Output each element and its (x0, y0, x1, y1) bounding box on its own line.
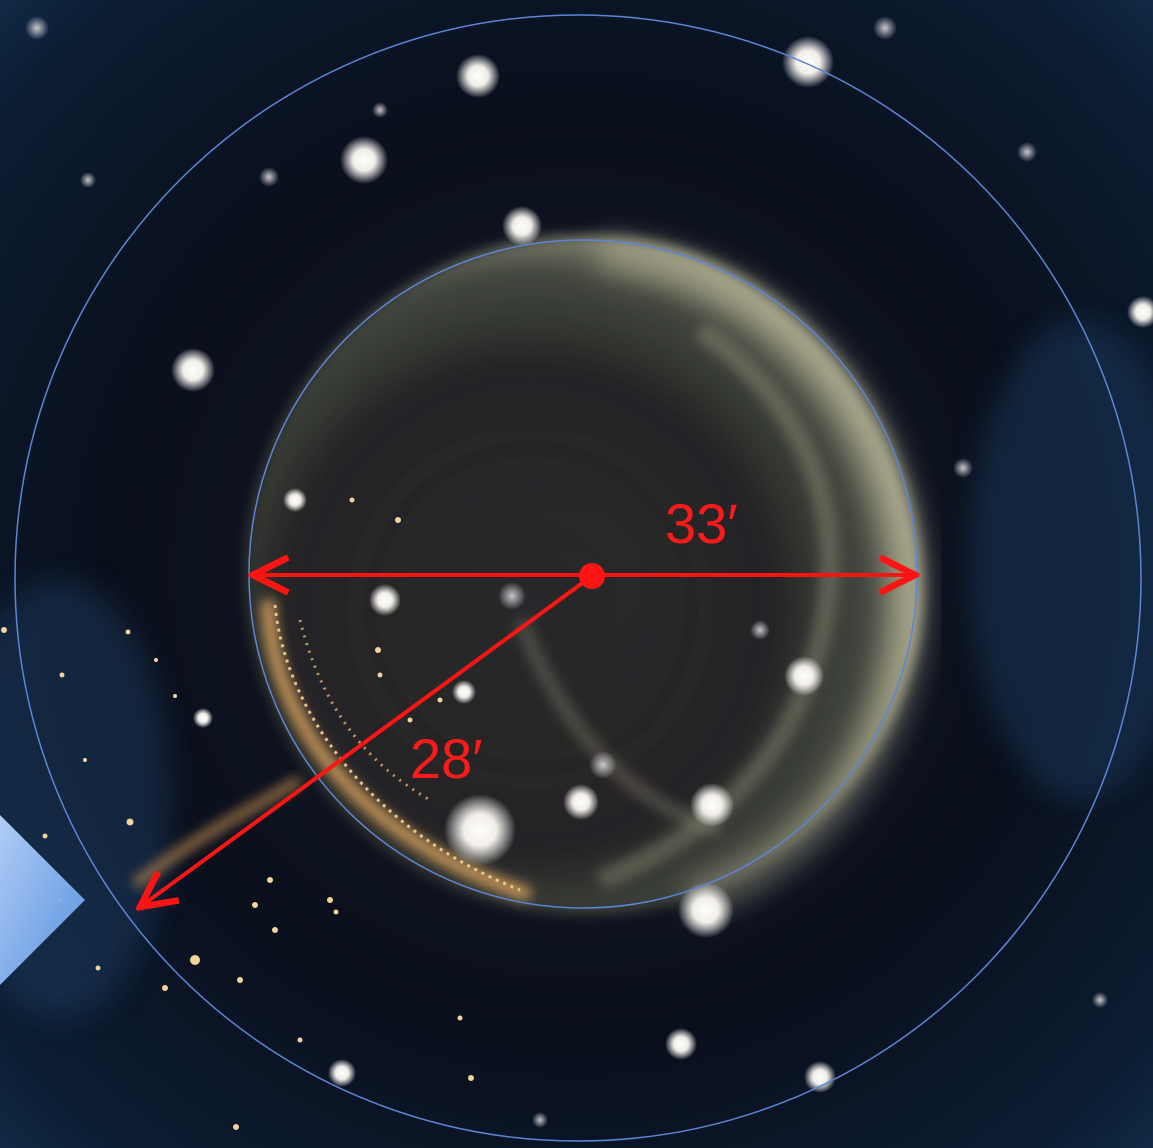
blue-glow-right (970, 320, 1153, 800)
diameter-label: 33′ (665, 492, 738, 555)
center-point (579, 563, 605, 589)
radius-label: 28′ (410, 727, 483, 790)
small-stars (1, 497, 474, 1130)
chevron-right-icon (0, 815, 85, 985)
radius-arrow (140, 574, 594, 907)
outer-circle (14, 14, 1142, 1142)
filament-streak (131, 775, 303, 889)
filament-arc (261, 599, 533, 902)
